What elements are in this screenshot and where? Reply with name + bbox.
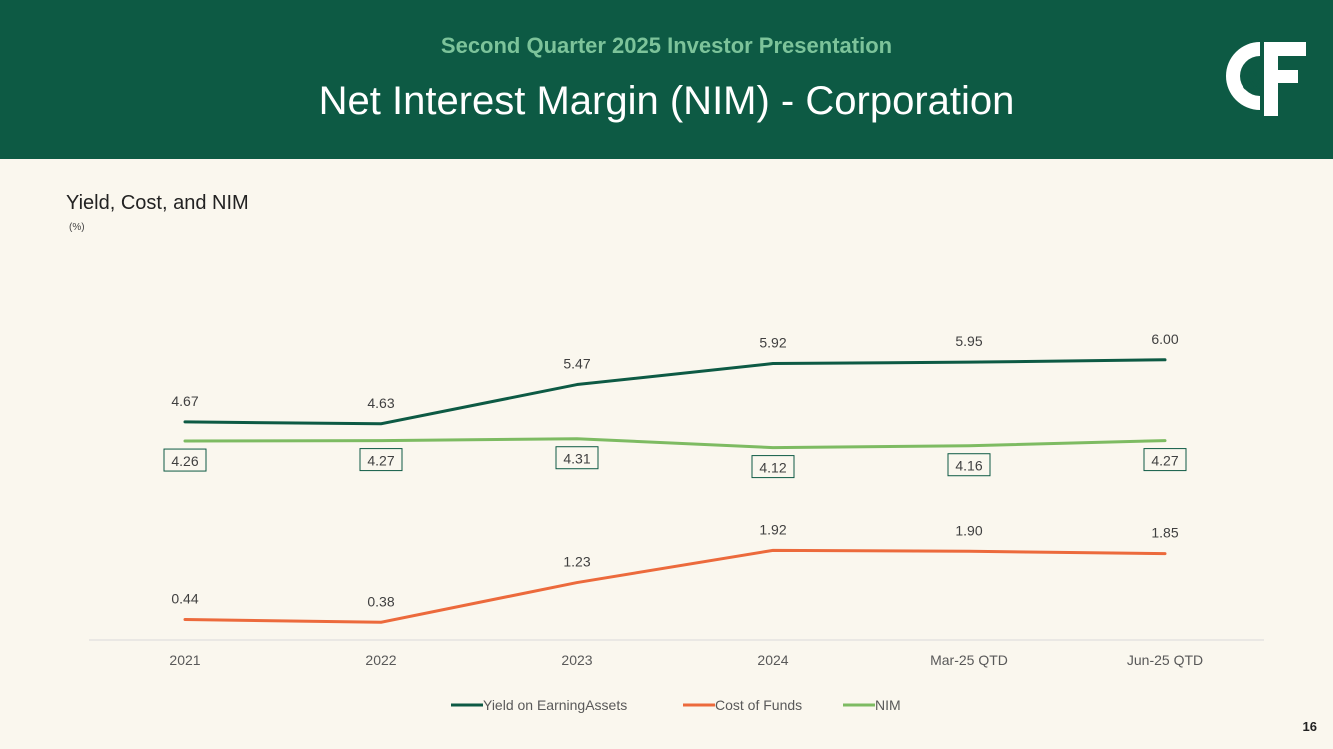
legend-item-yield: Yield on EarningAssets — [451, 697, 627, 713]
data-label-box — [1143, 448, 1187, 472]
data-label-cost: 0.44 — [171, 590, 198, 606]
data-label-text: 4.27 — [367, 453, 394, 469]
data-label-text: 4.31 — [563, 451, 590, 467]
data-label-text: 4.12 — [759, 460, 786, 476]
data-label-yield: 4.67 — [171, 393, 198, 409]
data-label-cost: 1.90 — [955, 522, 982, 538]
data-label-box — [359, 448, 403, 472]
legend-label: Yield on EarningAssets — [483, 697, 627, 713]
data-label-nim: 4.12 — [751, 455, 795, 479]
data-label-yield: 6.00 — [1151, 331, 1178, 347]
data-label-box — [947, 453, 991, 477]
legend-label: Cost of Funds — [715, 697, 802, 713]
data-label-text: 4.16 — [955, 458, 982, 474]
x-tick-label: Mar-25 QTD — [930, 652, 1008, 668]
data-label-box — [163, 448, 207, 472]
legend-item-cost: Cost of Funds — [683, 697, 802, 713]
data-label-yield: 5.92 — [759, 335, 786, 351]
data-label-cost: 1.23 — [563, 554, 590, 570]
logo-c-shape — [1226, 42, 1260, 110]
data-label-text: 4.26 — [171, 453, 198, 469]
legend-label: NIM — [875, 697, 901, 713]
series-line-cost — [183, 548, 1167, 624]
x-tick-label: Jun-25 QTD — [1127, 652, 1203, 668]
data-label-text: 4.27 — [1151, 453, 1178, 469]
data-label-nim: 4.31 — [555, 446, 599, 470]
slide-title: Net Interest Margin (NIM) - Corporation — [318, 79, 1015, 123]
data-label-nim: 4.27 — [359, 448, 403, 472]
x-tick-label: 2022 — [365, 652, 396, 668]
data-label-yield: 4.63 — [367, 395, 394, 411]
data-label-cost: 1.85 — [1151, 525, 1178, 541]
header-banner: Second Quarter 2025 Investor Presentatio… — [0, 0, 1333, 159]
page-number: 16 — [1302, 719, 1317, 734]
data-label-box — [751, 455, 795, 479]
chart-unit-label: (%) — [69, 222, 85, 233]
x-tick-label: 2023 — [561, 652, 592, 668]
company-logo: & — [1226, 42, 1306, 116]
data-label-box — [555, 446, 599, 470]
x-tick-label: 2024 — [757, 652, 788, 668]
data-label-nim: 4.27 — [1143, 448, 1187, 472]
logo-ampersand: & — [1242, 68, 1263, 96]
chart-title: Yield, Cost, and NIM — [66, 192, 249, 214]
data-label-cost: 0.38 — [367, 593, 394, 609]
legend-item-nim: NIM — [843, 697, 901, 713]
data-label-yield: 5.95 — [955, 333, 982, 349]
data-label-cost: 1.92 — [759, 521, 786, 537]
data-label-nim: 4.16 — [947, 453, 991, 477]
x-tick-label: 2021 — [169, 652, 200, 668]
presentation-subtitle: Second Quarter 2025 Investor Presentatio… — [440, 33, 893, 58]
data-label-nim: 4.26 — [163, 448, 207, 472]
logo-f-shape — [1264, 42, 1306, 116]
data-label-yield: 5.47 — [563, 356, 590, 372]
series-line-yield — [183, 358, 1167, 426]
series-line-nim — [183, 437, 1167, 450]
